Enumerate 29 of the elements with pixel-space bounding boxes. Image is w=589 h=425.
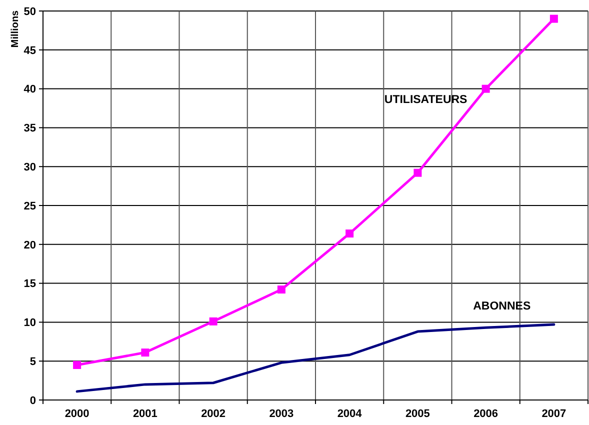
point bbox=[141, 348, 150, 357]
point bbox=[346, 230, 354, 238]
x-tick-label: 2003 bbox=[269, 408, 294, 420]
point bbox=[277, 286, 286, 294]
x-tick-label: 2007 bbox=[542, 408, 566, 420]
point bbox=[209, 317, 218, 326]
y-tick-label: 5 bbox=[30, 356, 36, 368]
point bbox=[550, 14, 558, 23]
x-tick-label: 2004 bbox=[337, 408, 363, 420]
point bbox=[414, 168, 422, 177]
y-tick-label: 10 bbox=[24, 317, 36, 330]
point bbox=[482, 84, 490, 93]
x-tick-label: 2005 bbox=[405, 408, 430, 420]
x-tick-label: 2000 bbox=[64, 408, 90, 420]
x-tick-label: 2001 bbox=[132, 408, 158, 420]
y-tick-label: 30 bbox=[24, 161, 36, 174]
y-tick-label: 20 bbox=[24, 239, 36, 252]
y-tick-label: 0 bbox=[30, 394, 36, 407]
y-tick-label: 25 bbox=[24, 200, 36, 212]
x-tick-label: 2006 bbox=[474, 408, 498, 420]
y-tick-label: 45 bbox=[24, 44, 36, 57]
y-tick-label: 50 bbox=[24, 6, 36, 18]
y-tick-label: 15 bbox=[24, 278, 36, 290]
y-tick-label: 35 bbox=[24, 122, 36, 135]
line-series bbox=[76, 323, 556, 393]
x-tick-label: 2002 bbox=[201, 408, 226, 420]
y-axis-title: Millions bbox=[10, 10, 21, 48]
y-tick-label: 40 bbox=[24, 84, 36, 96]
point bbox=[73, 360, 82, 369]
